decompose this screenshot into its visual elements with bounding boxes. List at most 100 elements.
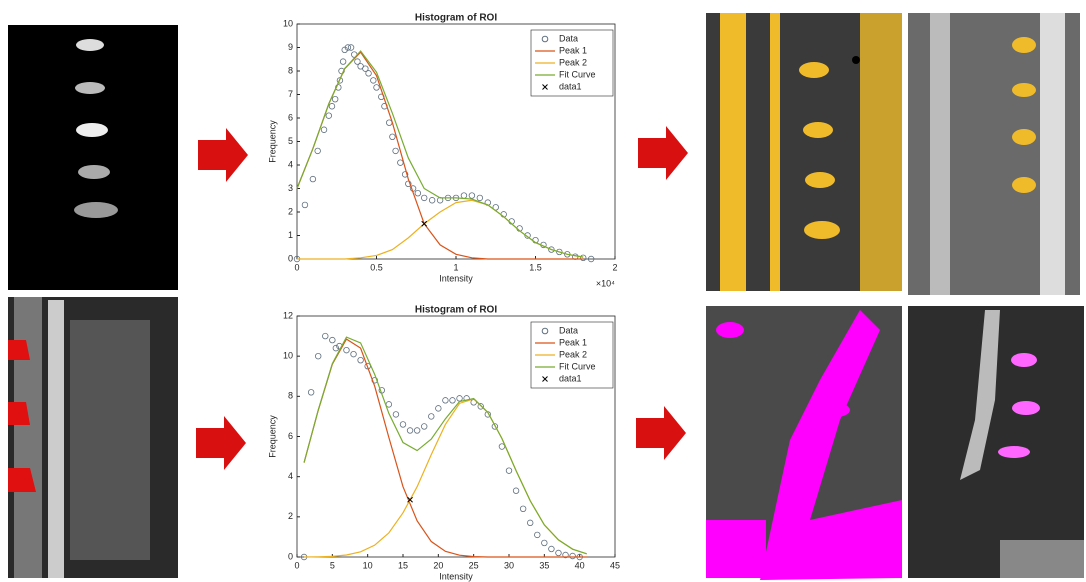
data-point	[389, 133, 396, 140]
data-point	[347, 44, 355, 51]
legend-swatch	[542, 84, 548, 90]
data-point	[392, 411, 400, 418]
x-tick-label: 2	[612, 262, 617, 272]
legend-swatch	[541, 35, 549, 43]
y-tick-label: 4	[288, 471, 293, 481]
x-tick-label: 1	[453, 262, 458, 272]
y-axis-label: Frequency	[267, 120, 277, 163]
mri-image	[908, 13, 1080, 295]
y-axis-label: Frequency	[267, 415, 277, 458]
legend-swatch	[542, 376, 548, 382]
data-point	[476, 194, 484, 202]
chart-title: Histogram of ROI	[415, 305, 497, 316]
legend-label: Peak 2	[559, 349, 587, 359]
data-point	[534, 531, 541, 539]
legend-label: data1	[559, 81, 582, 91]
y-tick-label: 2	[288, 511, 293, 521]
y-tick-label: 8	[288, 65, 293, 75]
data-point	[362, 65, 369, 72]
data-point	[405, 180, 412, 187]
data-point	[307, 389, 315, 396]
data-point	[580, 254, 587, 262]
x-tick-label: 1.5	[529, 262, 542, 272]
y-tick-label: 2	[288, 206, 293, 216]
data-point	[587, 255, 595, 263]
arrow	[636, 406, 686, 460]
fit-line	[303, 338, 587, 558]
y-tick-label: 9	[288, 42, 293, 52]
data-point	[392, 147, 399, 155]
y-tick-label: 1	[288, 230, 293, 240]
y-tick-label: 4	[288, 159, 293, 169]
x-tick-label: 40	[575, 560, 585, 570]
data-point	[331, 95, 339, 103]
legend-label: Data	[559, 33, 578, 43]
y-tick-label: 0	[288, 253, 293, 263]
arrow	[196, 416, 246, 470]
data-point	[548, 246, 555, 253]
data-point	[468, 192, 476, 199]
data-point	[370, 77, 377, 84]
mri-image	[8, 297, 178, 578]
data-point	[524, 232, 531, 239]
x-tick-label: 10	[363, 560, 373, 570]
data-point	[325, 112, 332, 119]
data-point	[442, 397, 449, 404]
data-point	[527, 519, 534, 527]
data-point	[477, 403, 484, 410]
data-point	[350, 350, 357, 358]
data-point	[314, 147, 321, 155]
data-point	[519, 505, 527, 512]
x-exponent-label: ×10⁴	[596, 278, 615, 288]
data-point	[301, 201, 309, 209]
y-tick-label: 7	[288, 89, 293, 99]
data-point	[336, 77, 344, 84]
x-tick-label: 45	[610, 560, 620, 570]
chart-title: Histogram of ROI	[415, 13, 497, 24]
data-point	[338, 67, 345, 75]
data-point	[414, 189, 422, 197]
data-point	[556, 248, 563, 256]
data-point	[373, 84, 380, 91]
data-point	[328, 103, 336, 110]
data-point	[406, 427, 414, 434]
legend-label: Data	[559, 325, 578, 335]
y-tick-label: 6	[288, 112, 293, 122]
data-point	[505, 467, 513, 474]
data-point	[435, 405, 442, 412]
mri-image	[706, 306, 902, 580]
data-point	[315, 352, 322, 360]
legend-swatch	[541, 327, 549, 335]
data-point	[548, 545, 555, 553]
data-point	[421, 220, 428, 227]
data-point	[421, 194, 428, 202]
fit-line	[296, 50, 584, 258]
y-tick-label: 10	[283, 18, 293, 28]
data-point	[332, 344, 340, 352]
x-tick-label: 25	[469, 560, 479, 570]
data-point	[320, 126, 328, 133]
x-tick-label: 20	[433, 560, 443, 570]
data-point	[309, 175, 317, 183]
data-point	[335, 84, 342, 91]
data-point	[421, 423, 428, 430]
legend-label: Fit Curve	[559, 361, 596, 371]
data-point	[357, 356, 364, 364]
x-axis-label: Intensity	[439, 273, 473, 283]
data-point	[428, 197, 436, 204]
x-tick-label: 0	[294, 262, 299, 272]
data-point	[401, 171, 409, 178]
legend-label: Peak 2	[559, 57, 587, 67]
data-point	[329, 336, 336, 344]
x-tick-label: 30	[504, 560, 514, 570]
y-tick-label: 5	[288, 136, 293, 146]
data-point	[344, 44, 352, 51]
data-point	[407, 496, 413, 503]
legend-label: Peak 1	[559, 337, 587, 347]
x-tick-label: 35	[539, 560, 549, 570]
fit-line	[303, 336, 587, 555]
data-point	[365, 70, 372, 77]
data-point	[339, 58, 347, 65]
